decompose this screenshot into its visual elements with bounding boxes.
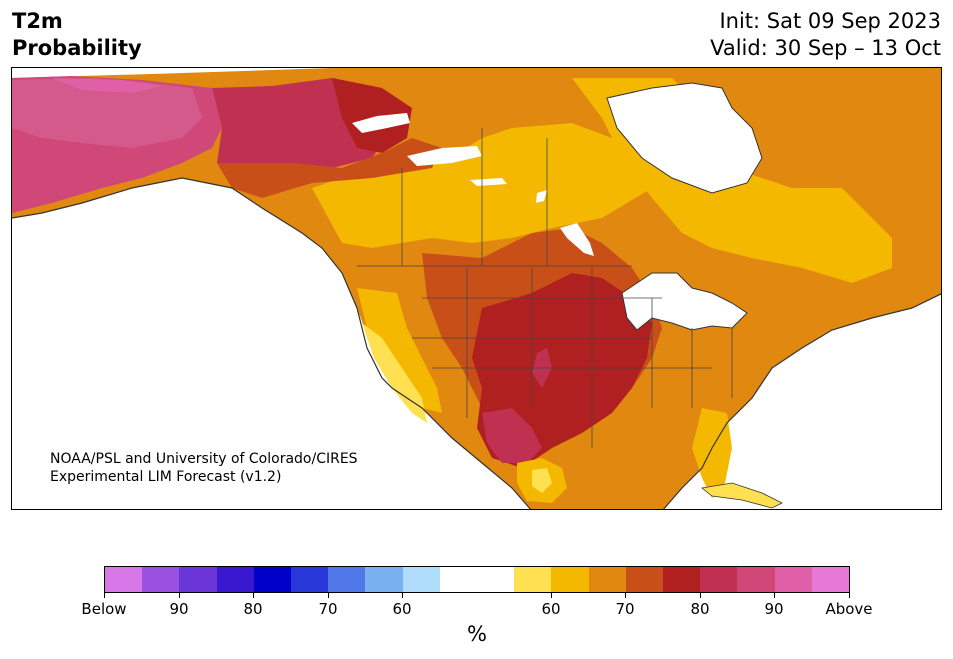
colorbar-swatch: [365, 567, 403, 592]
lake-athabasca: [470, 178, 507, 186]
colorbar-unit: %: [467, 622, 487, 646]
colorbar-tick-label: 70: [318, 600, 338, 618]
lake-small: [536, 190, 547, 203]
colorbar-legend: [104, 566, 850, 593]
colorbar-swatch: [700, 567, 738, 592]
colorbar-tick-label: 70: [615, 600, 635, 618]
alaska-magenta-region: [52, 78, 162, 93]
colorbar-tick-mark: [104, 593, 105, 598]
colorbar-tick-mark: [849, 593, 850, 598]
colorbar-tick-label: Below: [81, 600, 127, 618]
colorbar-swatch: [774, 567, 812, 592]
pink-region-texas: [482, 408, 542, 463]
colorbar-swatch: [514, 567, 552, 592]
lake-great-bear: [352, 113, 410, 133]
colorbar-swatch: [402, 567, 440, 592]
colorbar-tick-label: 60: [392, 600, 412, 618]
colorbar-tick-mark: [253, 593, 254, 598]
colorbar-swatch: [625, 567, 664, 592]
credit-line-2: Experimental LIM Forecast (v1.2): [50, 469, 282, 485]
colorbar-swatch: [551, 567, 589, 592]
yukon-red-region: [332, 78, 412, 153]
colorbar-tick-label: 90: [764, 600, 784, 618]
colorbar-tick-label: 60: [541, 600, 561, 618]
colorbar-swatch: [179, 567, 217, 592]
lightyellow-region-mexico: [532, 468, 552, 493]
colorbar-swatch: [477, 567, 515, 592]
alaska-core-region: [12, 78, 202, 148]
colorbar-tick-mark: [700, 593, 701, 598]
yukon-darkorange-region: [217, 138, 442, 198]
coastline-east: [662, 293, 941, 509]
political-borders: [357, 128, 733, 448]
hudson-bay: [606, 82, 763, 194]
colorbar-swatch: [142, 567, 180, 592]
lake-winnipeg: [560, 223, 594, 256]
lake-great-slave: [407, 146, 482, 166]
colorbar-tick-label: Above: [825, 600, 873, 618]
forecast-dates: Init: Sat 09 Sep 2023 Valid: 30 Sep – 13…: [710, 8, 941, 62]
colorbar-tick-label: 80: [243, 600, 263, 618]
colorbar-swatch: [105, 567, 143, 592]
colorbar-swatch: [439, 567, 478, 592]
colorbar-swatch: [811, 567, 850, 592]
map-canvas: [12, 68, 941, 509]
colorbar-tick-mark: [179, 593, 180, 598]
colorbar-tick-label: 80: [690, 600, 710, 618]
coastline: [12, 177, 532, 509]
data-credit: NOAA/PSL and University of Colorado/CIRE…: [50, 450, 358, 486]
colorbar-tick-mark: [551, 593, 552, 598]
colorbar-tick-mark: [328, 593, 329, 598]
colorbar-swatch: [291, 567, 329, 592]
colorbar-swatch: [737, 567, 775, 592]
init-date: Init: Sat 09 Sep 2023: [719, 9, 941, 33]
valid-period: Valid: 30 Sep – 13 Oct: [710, 36, 941, 60]
yellow-region-westcoast: [357, 288, 442, 413]
title-line-1: T2m: [12, 9, 63, 33]
probability-map: NOAA/PSL and University of Colorado/CIRE…: [11, 67, 942, 510]
map-title: T2m Probability: [12, 8, 142, 62]
cuba: [701, 482, 783, 509]
colorbar-tick-mark: [402, 593, 403, 598]
colorbar-swatch: [663, 567, 701, 592]
colorbar-tick-mark: [625, 593, 626, 598]
title-line-2: Probability: [12, 36, 142, 60]
colorbar-swatch: [328, 567, 366, 592]
colorbar-swatch: [588, 567, 626, 592]
colorbar-tick-label: 90: [169, 600, 189, 618]
lightyellow-region-california: [362, 323, 427, 423]
colorbar-swatch: [216, 567, 254, 592]
colorbar-swatch: [253, 567, 292, 592]
credit-line-1: NOAA/PSL and University of Colorado/CIRE…: [50, 451, 358, 467]
colorbar-tick-mark: [774, 593, 775, 598]
